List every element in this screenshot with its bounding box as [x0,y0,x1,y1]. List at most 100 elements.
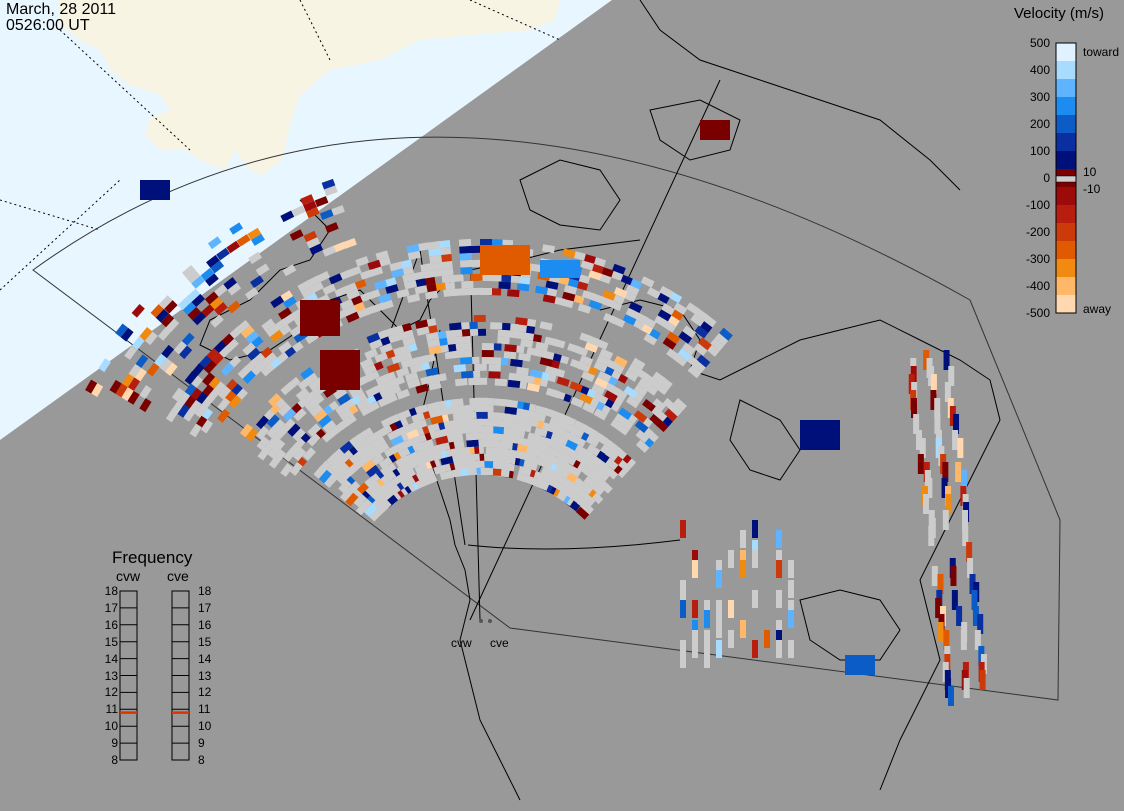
echo-cell [517,276,531,285]
echo-cell [945,494,952,514]
echo-cell [319,209,334,221]
echo-cell [260,363,275,377]
echo-cell [680,640,686,658]
frequency-scale-label-right: 15 [198,634,212,649]
echo-cell [251,233,265,246]
echo-cell [437,240,451,249]
echo-cell [562,430,577,442]
echo-cell [719,327,733,341]
echo-cell [508,372,522,382]
echo-cell [302,447,317,461]
echo-cell [680,650,686,668]
echo-cell [461,370,474,379]
echo-cell [265,324,280,337]
frequency-scale-label-left: 15 [104,634,118,649]
echo-cell [700,120,730,140]
echo-cell [266,414,280,428]
time-label: 0526:00 UT [6,17,90,34]
echo-cell [366,464,380,478]
echo-cell [421,269,435,279]
echo-cell [637,378,652,391]
echo-cell [572,250,586,261]
echo-cell [364,348,379,360]
velocity-tick-label: 400 [1029,63,1050,77]
echo-cell [516,366,529,376]
echo-cell [420,375,434,386]
echo-cell [303,230,318,243]
echo-cell [183,407,196,422]
velocity-tick-label: -300 [1025,252,1050,266]
echo-cell [289,462,303,476]
echo-cell [139,385,152,399]
echo-cell [218,385,232,400]
frequency-scale-label-right: 16 [198,617,212,632]
frequency-scale-label-right: 9 [198,736,205,751]
echo-cell [318,469,332,484]
echo-cell [692,630,698,648]
echo-cell [439,470,454,481]
echo-cell [395,367,410,378]
echo-cell [347,265,362,277]
echo-cell [374,352,389,364]
echo-cell [278,340,292,354]
echo-cell [300,300,340,336]
echo-cell [556,376,570,387]
echo-cell [438,427,452,438]
echo-cell [662,397,677,412]
echo-cell [551,441,566,453]
echo-cell [459,356,473,365]
echo-cell [399,259,413,269]
echo-cell [470,273,483,282]
echo-cell [316,271,331,283]
frequency-scale-label-right: 8 [198,753,205,767]
echo-cell [662,337,677,350]
echo-cell [944,382,951,402]
echo-cell [431,268,445,278]
echo-cell [308,378,323,392]
echo-cell [371,444,385,458]
echo-cell [210,314,224,328]
echo-cell [407,250,421,260]
echo-cell [433,464,448,475]
echo-cell [941,478,948,498]
echo-cell [206,254,220,268]
echo-cell [544,365,559,376]
echo-cell [300,366,315,380]
echo-cell [680,600,686,618]
echo-cell [414,285,428,295]
echo-cell [728,600,734,618]
echo-cell [359,357,374,370]
echo-cell [569,358,584,370]
echo-cell [480,245,530,275]
echo-cell [569,381,584,393]
echo-cell [321,178,336,190]
echo-cell [664,408,678,422]
echo-cell [420,263,434,272]
echo-cell [366,332,381,344]
velocity-colorbar-segment [1056,115,1076,134]
echo-cell [458,238,472,247]
echo-cell [424,290,438,300]
echo-cell [600,266,614,278]
echo-cell [340,298,354,311]
echo-cell [623,385,638,399]
echo-cell [678,331,693,344]
echo-cell [716,600,722,618]
echo-cell [599,444,614,458]
echo-cell [332,241,347,253]
velocity-colorbar-segment [1056,79,1076,98]
echo-cell [603,390,618,403]
velocity-colorbar-segment [1056,277,1076,296]
echo-cell [171,387,185,402]
echo-cell [800,420,840,450]
frequency-scale-label-left: 9 [111,736,118,751]
echo-cell [444,350,458,360]
echo-cell [293,447,307,462]
echo-cell [325,222,339,234]
echo-cell [752,550,758,568]
echo-cell [364,503,378,517]
echo-cell [242,342,256,356]
echo-cell [217,397,231,412]
velocity-colorbar-frame [1055,42,1077,314]
echo-cell [305,207,320,219]
